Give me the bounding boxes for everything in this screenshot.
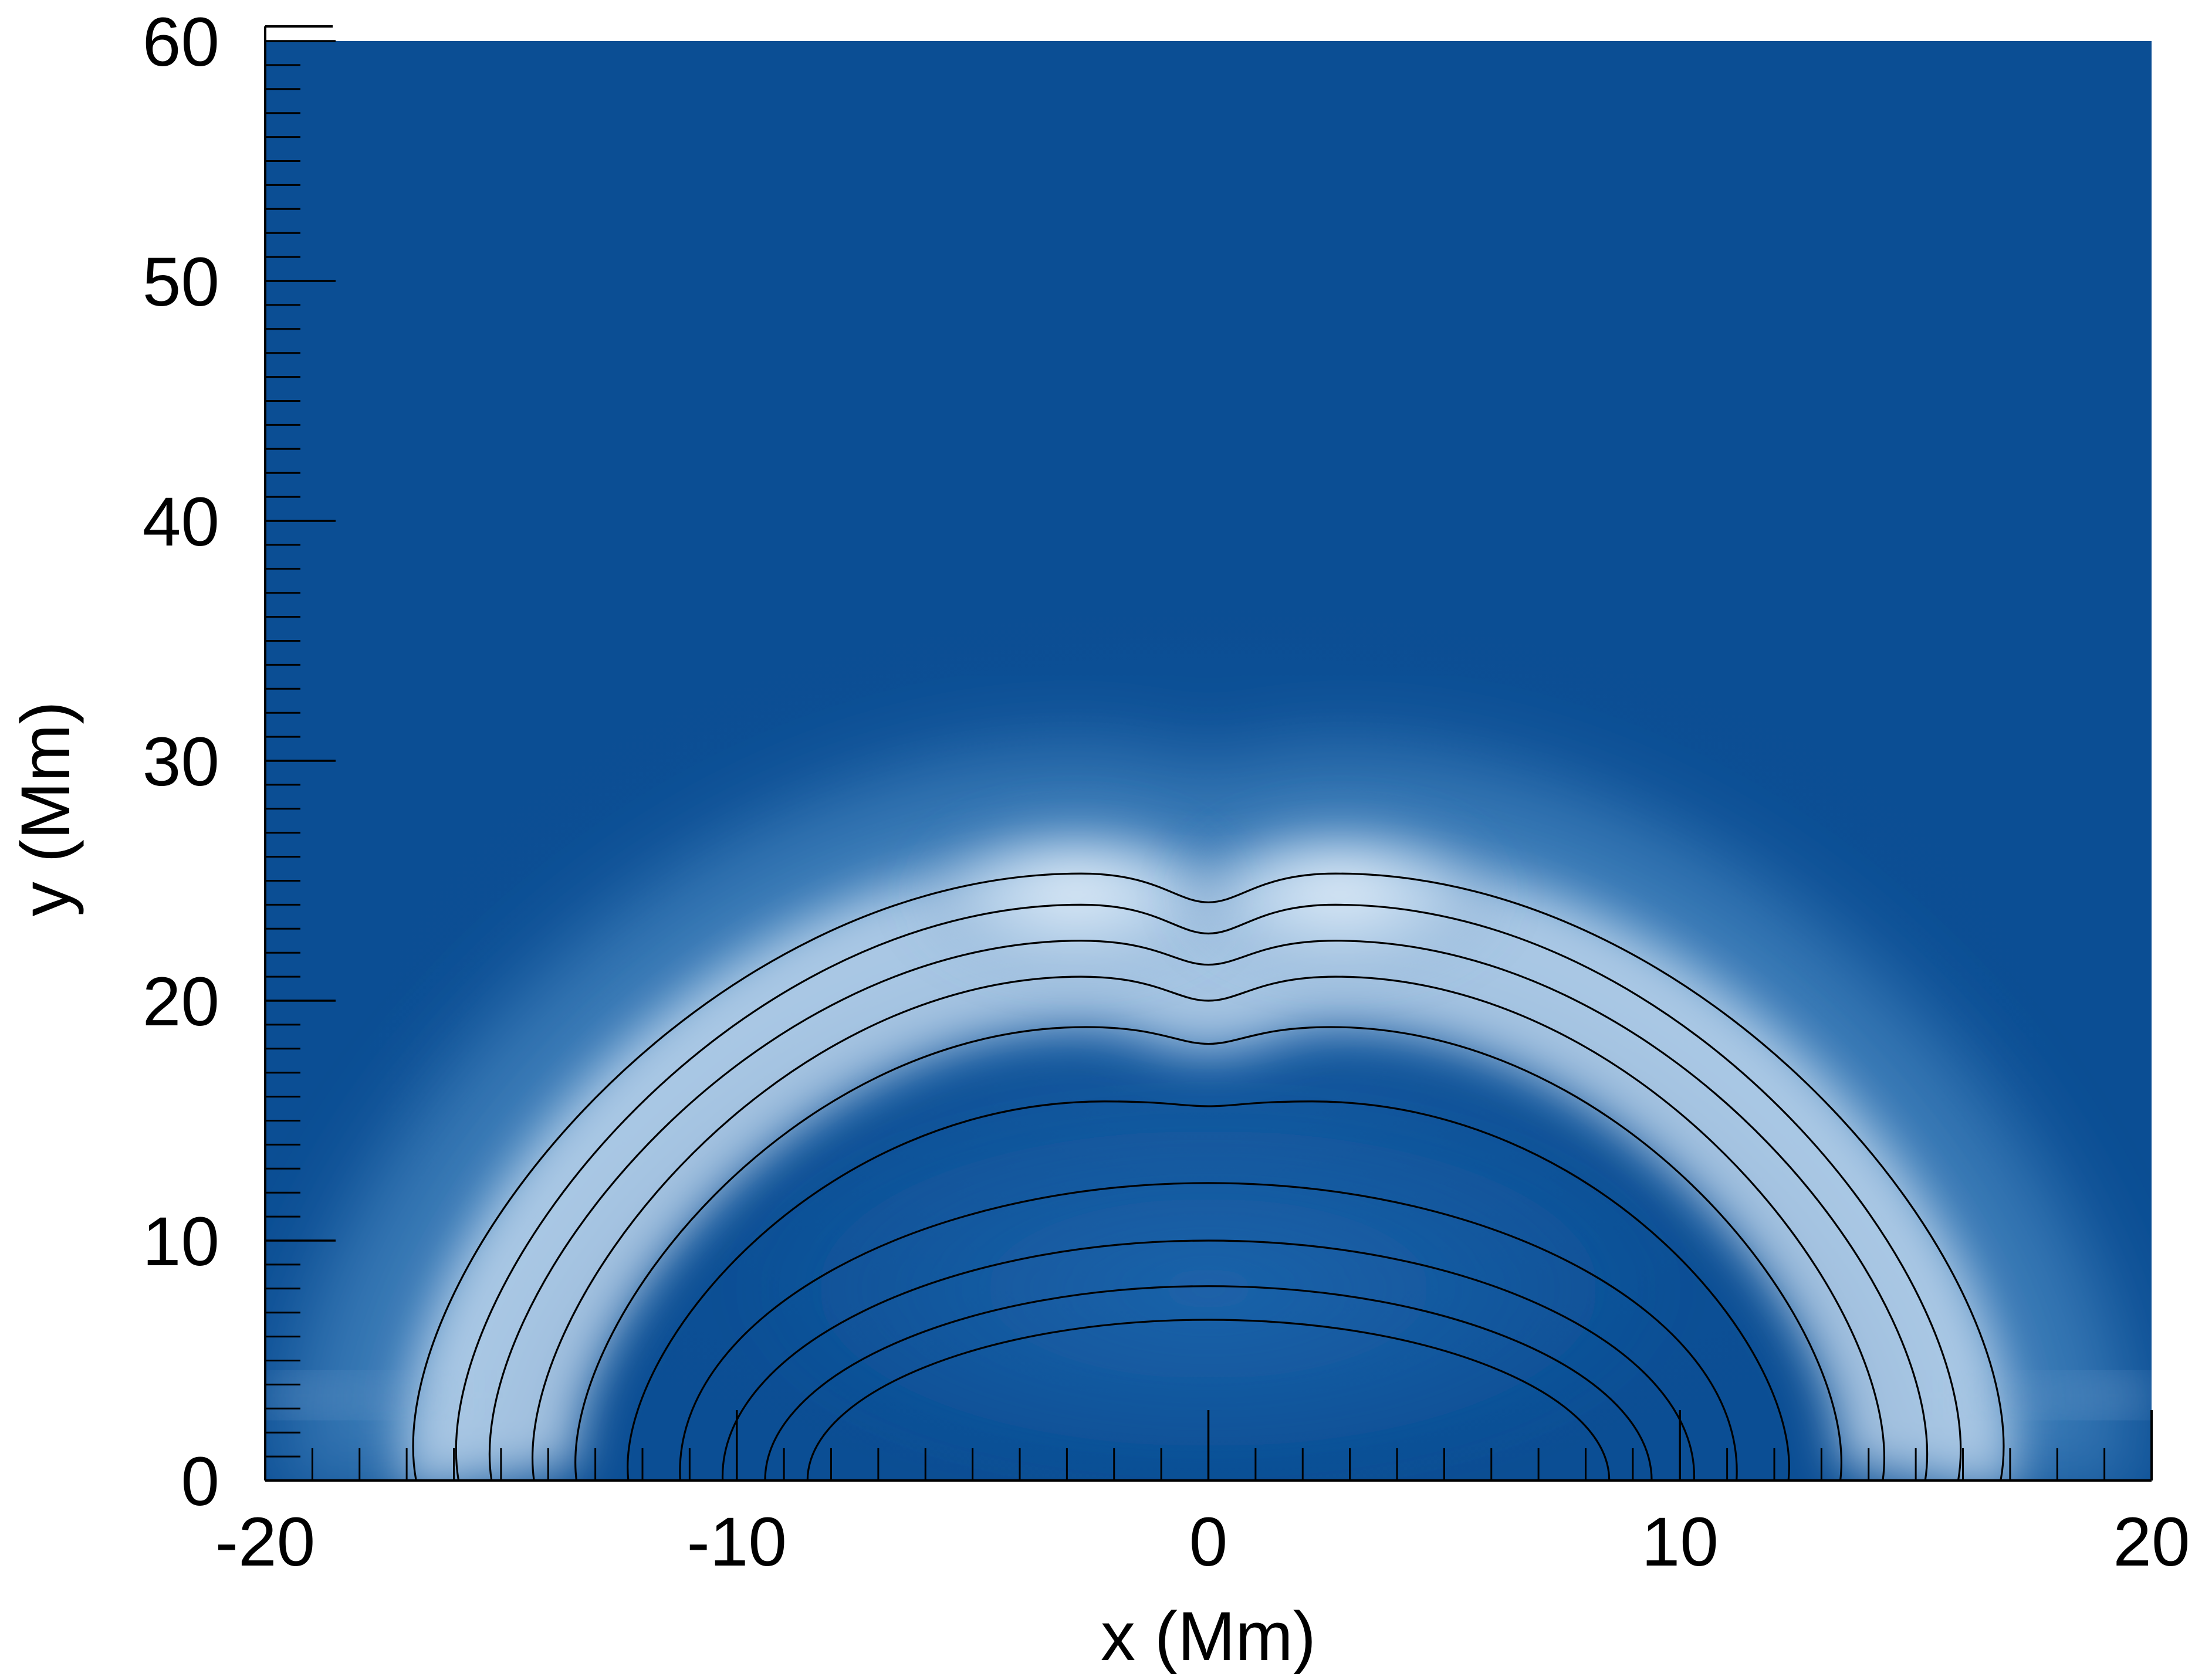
x-tick-label: 10 <box>1642 1503 1719 1581</box>
field-line-7 <box>532 975 1885 1480</box>
y-tick-label: 40 <box>143 483 219 561</box>
glow-lobe-right <box>1171 806 1510 980</box>
field-line-8 <box>488 940 1929 1480</box>
field-line-6 <box>574 1026 1842 1480</box>
y-tick-label: 60 <box>143 4 219 81</box>
field-line-3 <box>722 1239 1695 1480</box>
edge-streak-left <box>265 1380 478 1411</box>
plot-area <box>265 41 2152 1480</box>
heat-core <box>736 1096 1680 1480</box>
field-line-4 <box>679 1182 1738 1480</box>
field-line-1 <box>806 1319 1611 1480</box>
x-tick-label: -10 <box>686 1503 787 1581</box>
x-tick-label: -20 <box>215 1503 316 1581</box>
x-tick-label: 20 <box>2113 1503 2190 1581</box>
y-tick-label: 0 <box>181 1443 219 1520</box>
y-tick-label: 50 <box>143 243 219 321</box>
y-axis-label: y (Mm) <box>7 701 84 916</box>
glow-lobe-left <box>907 806 1246 980</box>
field-line-contours <box>412 872 2005 1480</box>
y-tick-label: 10 <box>143 1203 219 1280</box>
edge-streak-right <box>1939 1380 2152 1411</box>
field-line-2 <box>764 1285 1653 1480</box>
field-line-9 <box>455 903 1962 1480</box>
y-tick-label: 20 <box>143 963 219 1041</box>
y-tick-label: 30 <box>143 723 219 801</box>
axes: -20 -10 0 10 20 0 10 20 30 40 50 60 <box>143 4 2190 1581</box>
field-line-5 <box>627 1100 1790 1480</box>
x-tick-label: 0 <box>1189 1503 1228 1581</box>
field-line-10 <box>412 872 2005 1480</box>
x-axis-label: x (Mm) <box>1101 1598 1316 1674</box>
